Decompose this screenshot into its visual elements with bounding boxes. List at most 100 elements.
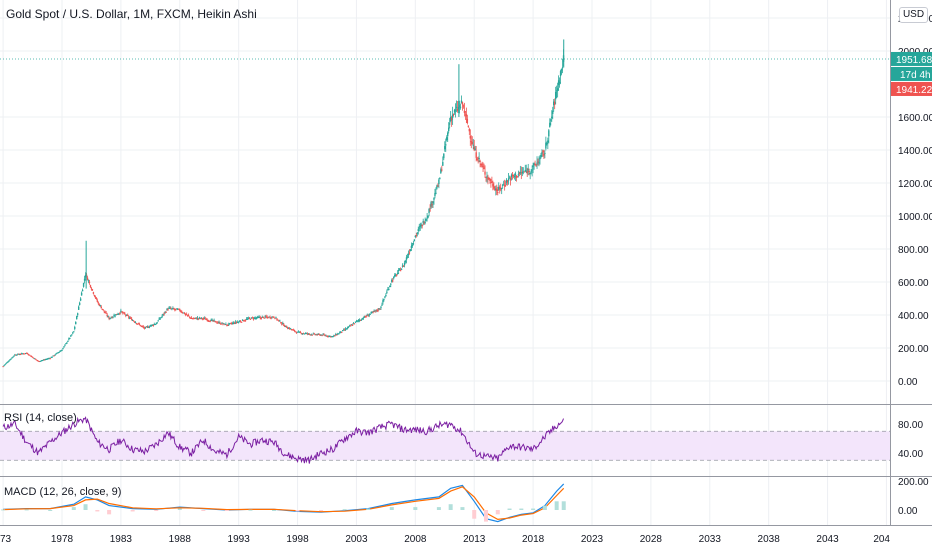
macd-histogram-bar xyxy=(561,501,566,510)
candle-body xyxy=(188,316,191,318)
candle-body xyxy=(26,353,29,355)
candle-body xyxy=(342,329,345,331)
candle-body xyxy=(322,334,324,336)
x-axis-tick: 2023 xyxy=(581,534,604,545)
macd-histogram-bar xyxy=(48,510,53,511)
candle-body xyxy=(190,317,193,319)
candle-body xyxy=(250,317,253,319)
candle-body xyxy=(15,354,17,356)
candle-body xyxy=(226,324,228,326)
candle-body xyxy=(528,170,530,172)
candle-body xyxy=(463,110,466,113)
candle-body xyxy=(130,318,133,321)
candle-body xyxy=(182,312,184,314)
candle-body xyxy=(168,307,170,309)
candle-body xyxy=(357,320,360,322)
x-axis-tick: 1993 xyxy=(228,534,251,545)
candle-body xyxy=(497,192,499,194)
rsi-label[interactable]: RSI (14, close) xyxy=(4,412,77,424)
candle-body xyxy=(443,153,445,159)
candle-body xyxy=(25,352,28,354)
candle-body xyxy=(511,174,514,176)
candle-body xyxy=(559,71,562,77)
candle-body xyxy=(256,316,259,318)
candle-body xyxy=(132,320,135,322)
price-axis-tick: 200.00 xyxy=(898,344,929,355)
price-axis-tick: 1200.00 xyxy=(898,179,932,190)
candle-body xyxy=(350,324,353,326)
candle-body xyxy=(339,332,341,334)
x-axis-tick: 1988 xyxy=(169,534,192,545)
candle-body xyxy=(197,318,200,320)
candle-body xyxy=(11,357,13,359)
candle-body xyxy=(243,320,246,322)
candle-body xyxy=(267,317,269,319)
candle-body xyxy=(503,185,506,187)
candle-body xyxy=(81,289,84,292)
candle-body xyxy=(208,320,210,322)
candle-body xyxy=(431,203,433,206)
candle-body xyxy=(170,308,172,310)
candle-body xyxy=(332,336,334,338)
candle-body xyxy=(265,316,267,318)
price-axis-tick: 1600.00 xyxy=(898,113,932,124)
macd-label[interactable]: MACD (12, 26, close, 9) xyxy=(4,486,122,498)
candle-body xyxy=(506,180,509,183)
candle-body xyxy=(166,308,168,311)
candle-body xyxy=(193,317,196,319)
candle-body xyxy=(516,176,519,178)
candle-body xyxy=(129,317,131,319)
currency-badge[interactable]: USD xyxy=(899,7,928,23)
candle-body xyxy=(184,313,187,315)
candle-body xyxy=(553,101,555,106)
price-axis-tick: 400.00 xyxy=(898,311,929,322)
candle-body xyxy=(289,328,292,330)
candle-body xyxy=(311,334,313,336)
candle-body xyxy=(105,312,107,314)
candle-body xyxy=(329,335,331,337)
candle-body xyxy=(220,323,222,325)
candle-body xyxy=(334,335,336,337)
candle-body xyxy=(336,334,338,336)
candle-body xyxy=(51,356,53,358)
candle-body xyxy=(56,352,58,354)
candle-body xyxy=(371,311,373,313)
candle-body xyxy=(398,268,401,270)
candle-body xyxy=(212,320,214,322)
candle-body xyxy=(286,326,288,328)
candle-body xyxy=(264,316,266,318)
candle-body xyxy=(47,358,49,360)
candle-body xyxy=(223,323,225,325)
candle-body xyxy=(20,353,22,355)
candle-body xyxy=(84,274,87,278)
candle-body xyxy=(317,333,319,335)
candle-body xyxy=(481,163,483,166)
candle-body xyxy=(207,320,209,322)
macd-histogram-bar xyxy=(248,509,253,511)
candle-body xyxy=(415,234,418,236)
candle-body xyxy=(409,249,412,252)
candle-body xyxy=(422,220,424,224)
macd-histogram-bar xyxy=(495,510,500,515)
candle-body xyxy=(448,127,450,132)
candle-body xyxy=(266,316,268,318)
candle-body xyxy=(330,336,332,338)
candle-body xyxy=(345,328,348,330)
candle-body xyxy=(58,351,60,353)
macd-histogram-bar xyxy=(342,509,347,511)
candle-body xyxy=(309,334,312,336)
candle-body xyxy=(461,102,464,105)
candle-body xyxy=(239,321,242,323)
candle-body xyxy=(134,322,137,324)
candle-body xyxy=(175,308,177,310)
candle-body xyxy=(234,323,236,325)
candle-body xyxy=(363,316,365,318)
candle-body xyxy=(301,333,304,335)
candle-body xyxy=(439,178,441,180)
candle-body xyxy=(396,272,399,274)
candle-body xyxy=(489,178,491,181)
candle-body xyxy=(354,321,357,323)
candle-body xyxy=(442,161,444,166)
macd-histogram-bar xyxy=(224,510,229,511)
